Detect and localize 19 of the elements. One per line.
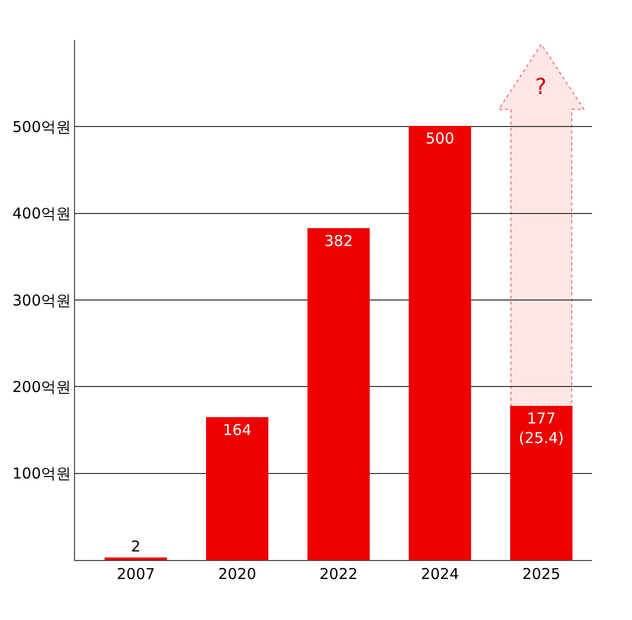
data-label: 382 (324, 232, 353, 250)
y-tick-label: 100억원 (12, 464, 71, 483)
x-tick-label: 2025 (522, 565, 560, 583)
data-label: 2 (131, 537, 141, 556)
data-label: 500 (426, 130, 454, 148)
x-tick-label: 2022 (319, 565, 358, 583)
bar (206, 417, 268, 560)
x-tick-label: 2020 (218, 565, 256, 583)
y-tick-label: 200억원 (12, 378, 71, 396)
x-tick-label: 2007 (116, 565, 155, 583)
y-tick-label: 500억원 (12, 118, 71, 136)
y-tick-label: 300억원 (12, 291, 71, 310)
y-tick-label: 400억원 (12, 204, 71, 223)
data-label: 164 (222, 420, 252, 439)
annotation: ? (535, 75, 547, 100)
bar (307, 228, 370, 560)
data-label: 177 (25.4) (518, 410, 564, 448)
bar (408, 126, 472, 560)
x-tick-label: 2024 (420, 565, 460, 583)
